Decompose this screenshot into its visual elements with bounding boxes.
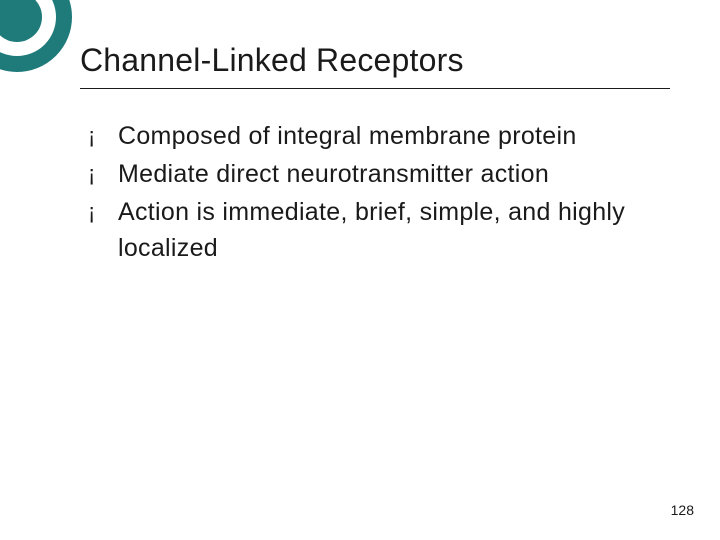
slide: Channel-Linked Receptors ¡ Composed of i… — [0, 0, 720, 540]
bullet-icon: ¡ — [88, 194, 118, 230]
list-item: ¡ Action is immediate, brief, simple, an… — [88, 194, 668, 266]
bullet-icon: ¡ — [88, 118, 118, 154]
list-item: ¡ Composed of integral membrane protein — [88, 118, 668, 154]
bullet-icon: ¡ — [88, 156, 118, 192]
list-item-text: Mediate direct neurotransmitter action — [118, 156, 549, 192]
title-divider — [80, 88, 670, 89]
list-item-text: Composed of integral membrane protein — [118, 118, 577, 154]
list-item-text: Action is immediate, brief, simple, and … — [118, 194, 668, 266]
list-item: ¡ Mediate direct neurotransmitter action — [88, 156, 668, 192]
slide-title: Channel-Linked Receptors — [80, 42, 464, 79]
slide-body: ¡ Composed of integral membrane protein … — [88, 118, 668, 268]
page-number: 128 — [671, 502, 694, 518]
